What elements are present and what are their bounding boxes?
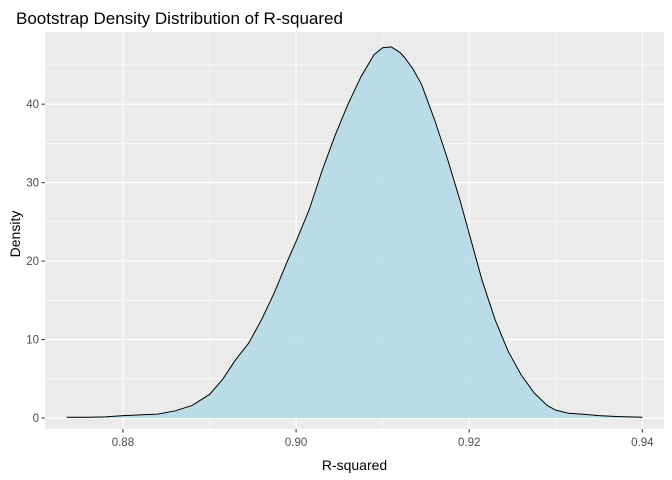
y-axis-title: Density: [7, 211, 23, 258]
x-tick-label: 0.90: [285, 437, 307, 449]
y-tick-label: 30: [26, 178, 39, 190]
x-axis-title: R-squared: [322, 457, 387, 473]
x-tick-label: 0.92: [458, 437, 480, 449]
density-area: [66, 46, 643, 419]
density-curve: [66, 46, 643, 418]
y-tick-label: 20: [26, 256, 39, 268]
y-tick-label: 40: [26, 99, 39, 111]
y-tick-label: 0: [33, 413, 39, 425]
x-axis: 0.88 0.90 0.92 0.94: [112, 429, 654, 449]
x-tick-label: 0.94: [631, 437, 654, 449]
chart-title: Bootstrap Density Distribution of R-squa…: [16, 9, 343, 28]
y-tick-label: 10: [26, 335, 39, 347]
y-axis: 0 10 20 30 40: [26, 99, 45, 425]
x-tick-label: 0.88: [112, 437, 134, 449]
